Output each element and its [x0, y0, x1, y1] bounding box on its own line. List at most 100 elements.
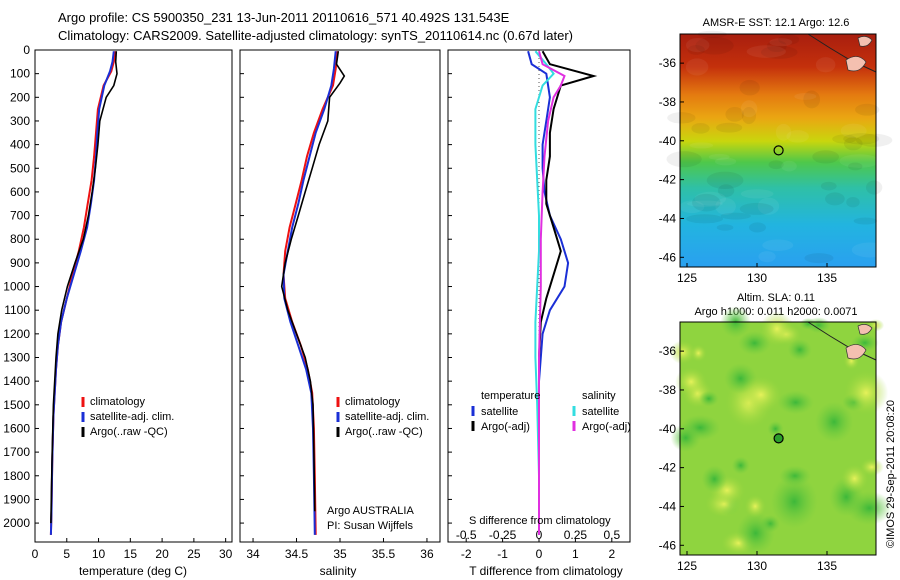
sst-texture-patch [706, 171, 744, 190]
difference-series-3 [538, 50, 566, 535]
sst-texture-patch [739, 79, 760, 96]
temperature-plot: 0 5 10 15 20 25 30 [32, 51, 233, 561]
depth-tick-label: 1800 [3, 469, 30, 483]
sst-texture-patch [855, 133, 893, 147]
sst-map-title: AMSR-E SST: 12.1 Argo: 12.6 [703, 17, 850, 29]
depth-tick-label: 1300 [3, 351, 30, 365]
sst-texture-patch [691, 123, 710, 134]
sst-texture-patch [762, 239, 794, 251]
depth-tick-label: 1200 [3, 327, 30, 341]
sla-texture-patch [787, 339, 812, 361]
sla-texture-patch [843, 370, 889, 415]
sla-argo-marker [773, 433, 784, 444]
map-y-tick-label: -46 [659, 250, 677, 264]
sst-texture-patch [715, 122, 743, 133]
figure-title-line2: Climatology: CARS2009. Satellite-adjuste… [58, 28, 573, 43]
sst-texture-patch [786, 130, 809, 143]
difference-plot: -2 -1 0 1 2 -0.5 -0.25 0 0.25 0.5 [456, 50, 620, 561]
legend-heading-salinity: salinity [582, 390, 616, 402]
sst-texture-patch [685, 58, 709, 76]
sla-map-axes: 125 130 135 -36 -38 -40 -42 -44 -46 [659, 344, 838, 573]
depth-tick-label: 900 [10, 256, 30, 270]
sla-texture-patch [739, 376, 782, 414]
sst-texture-patch [725, 106, 744, 122]
sst-texture-patch [760, 45, 798, 59]
x-tick-label: 30 [219, 547, 233, 561]
map-x-tick-label: 130 [747, 271, 767, 285]
sst-map-frame [679, 33, 877, 268]
depth-tick-label: 0 [23, 43, 30, 57]
sst-texture-patch [715, 197, 736, 215]
map-y-tick-label: -44 [659, 211, 677, 225]
sst-texture-patch [685, 214, 724, 224]
sla-map-title-line1: Altim. SLA: 0.11 [737, 292, 815, 304]
sla-texture-patch [846, 491, 893, 525]
sst-texture-patch [695, 36, 734, 55]
map-x-tick-label: 135 [817, 559, 837, 573]
series-line-0 [49, 51, 117, 535]
sst-texture-patch [679, 200, 705, 214]
depth-tick-label: 800 [10, 232, 30, 246]
map-x-tick-label: 125 [677, 271, 697, 285]
t-tick-label: -1 [497, 547, 508, 561]
sst-land-patch [845, 56, 867, 72]
sla-texture-patch [814, 401, 854, 443]
sla-texture-patch [699, 390, 719, 407]
sst-texture-patch [689, 142, 714, 149]
depth-tick-label: 1500 [3, 398, 30, 412]
depth-tick-label: 2000 [3, 516, 30, 530]
s-tick-label: 0 [536, 528, 543, 542]
t-tick-label: 1 [572, 547, 579, 561]
depth-tick-label: 100 [10, 67, 30, 81]
temperature-axis-label: temperature (deg C) [79, 564, 187, 578]
legend-sal-satellite: satellite [582, 406, 619, 418]
sst-land-patch [857, 36, 873, 47]
t-tick-label: 2 [608, 547, 615, 561]
legend-sal-argo: Argo(-adj) [582, 421, 631, 433]
x-tick-label: 15 [124, 547, 138, 561]
series-line-0 [282, 51, 339, 535]
depth-tick-label: 1600 [3, 421, 30, 435]
x-tick-label: 34.5 [285, 547, 309, 561]
sst-texture-patch [749, 222, 766, 233]
sla-texture-patch [701, 465, 728, 493]
x-tick-label: 36 [420, 547, 434, 561]
map-y-tick-label: -44 [659, 499, 677, 513]
map-x-tick-label: 125 [677, 559, 697, 573]
sst-map-axes: 125 130 135 -36 -38 -40 -42 -44 -46 [659, 56, 838, 285]
map-x-tick-label: 135 [817, 271, 837, 285]
depth-tick-label: 500 [10, 161, 30, 175]
salinity-legend: climatology satellite-adj. clim. Argo(..… [327, 396, 429, 532]
sst-texture-patch [851, 242, 888, 258]
sla-texture-patch [767, 421, 784, 437]
series-line-1 [49, 51, 115, 535]
sst-texture-patch [757, 197, 780, 215]
series-line-2 [280, 51, 346, 512]
sla-land-patch [857, 324, 873, 335]
depth-tick-label: 1400 [3, 374, 30, 388]
sst-texture-patch [832, 134, 857, 144]
map-y-tick-label: -36 [659, 56, 677, 70]
x-tick-label: 34 [246, 547, 260, 561]
map-x-tick-label: 130 [747, 559, 767, 573]
sst-texture-patch [769, 38, 793, 47]
sla-texture-patch [859, 458, 884, 476]
sst-texture-patch [687, 45, 705, 55]
sst-texture-patch [843, 133, 880, 145]
sst-map: AMSR-E SST: 12.1 Argo: 12.6 125 130 135 -36… [659, 17, 893, 285]
legend-temp-argo: Argo(-adj) [481, 421, 530, 433]
sst-texture-patch [685, 38, 710, 53]
map-y-tick-label: -38 [659, 383, 677, 397]
sla-texture-patch [736, 511, 775, 555]
salinity-plot: 34 34.5 35 35.5 36 [246, 51, 434, 561]
sst-argo-marker [773, 145, 784, 156]
legend-satellite: satellite-adj. clim. [90, 411, 174, 423]
sst-texture-patch [815, 57, 836, 73]
legend-climatology: climatology [345, 396, 401, 408]
t-difference-axis-label: T difference from climatology [469, 564, 623, 578]
sst-texture-patch [740, 100, 758, 118]
sst-texture-patch [716, 224, 734, 231]
map-y-tick-label: -40 [659, 134, 677, 148]
depth-tick-label: 1100 [4, 303, 30, 317]
